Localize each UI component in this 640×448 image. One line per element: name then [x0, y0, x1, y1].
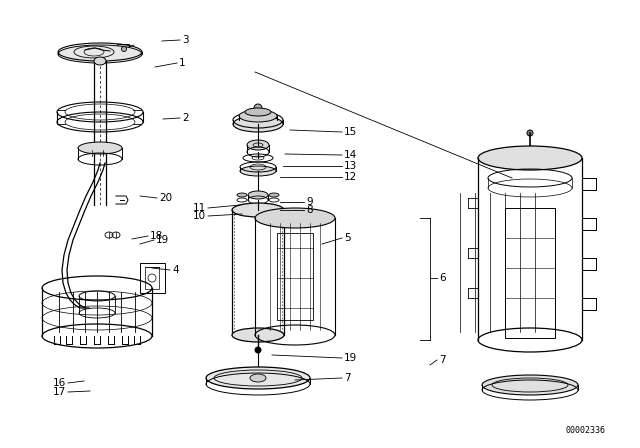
Ellipse shape — [233, 116, 283, 132]
Circle shape — [254, 104, 262, 112]
Text: 11: 11 — [193, 203, 206, 213]
Text: 18: 18 — [150, 231, 163, 241]
Ellipse shape — [247, 140, 269, 150]
Circle shape — [514, 383, 518, 387]
Ellipse shape — [240, 166, 276, 176]
Ellipse shape — [478, 146, 582, 170]
Text: 19: 19 — [156, 235, 169, 245]
Ellipse shape — [248, 191, 268, 199]
Circle shape — [255, 347, 261, 353]
Text: 3: 3 — [182, 35, 189, 45]
Text: 9: 9 — [306, 197, 312, 207]
Text: 19: 19 — [344, 353, 357, 363]
Text: 14: 14 — [344, 150, 357, 160]
Text: 10: 10 — [193, 211, 206, 221]
Text: 7: 7 — [344, 373, 351, 383]
Ellipse shape — [232, 203, 284, 217]
Ellipse shape — [206, 367, 310, 389]
Ellipse shape — [232, 328, 284, 342]
Ellipse shape — [58, 45, 142, 63]
Circle shape — [500, 383, 504, 387]
Text: 00002336: 00002336 — [566, 426, 606, 435]
Ellipse shape — [94, 57, 106, 65]
Circle shape — [122, 47, 127, 52]
Circle shape — [542, 383, 546, 387]
Circle shape — [527, 130, 533, 136]
Bar — [140, 263, 165, 293]
Text: 2: 2 — [182, 113, 189, 123]
Circle shape — [556, 383, 560, 387]
Text: 1: 1 — [179, 58, 186, 68]
Text: 16: 16 — [52, 378, 66, 388]
Text: 6: 6 — [439, 273, 445, 283]
Bar — [145, 267, 159, 289]
Bar — [117, 44, 129, 54]
Text: 7: 7 — [439, 355, 445, 365]
Ellipse shape — [78, 142, 122, 154]
Text: 20: 20 — [159, 193, 172, 203]
Text: 13: 13 — [344, 161, 357, 171]
Bar — [505, 208, 555, 338]
Text: 8: 8 — [306, 205, 312, 215]
Circle shape — [528, 383, 532, 387]
Ellipse shape — [245, 108, 271, 116]
Bar — [277, 233, 313, 320]
Ellipse shape — [239, 110, 277, 122]
Ellipse shape — [250, 374, 266, 382]
Text: 17: 17 — [52, 387, 66, 397]
Text: 4: 4 — [172, 265, 179, 275]
Text: 12: 12 — [344, 172, 357, 182]
Ellipse shape — [482, 375, 578, 395]
Ellipse shape — [269, 193, 279, 197]
Text: 5: 5 — [344, 233, 351, 243]
Ellipse shape — [237, 193, 247, 197]
Text: 15: 15 — [344, 127, 357, 137]
Ellipse shape — [255, 208, 335, 228]
